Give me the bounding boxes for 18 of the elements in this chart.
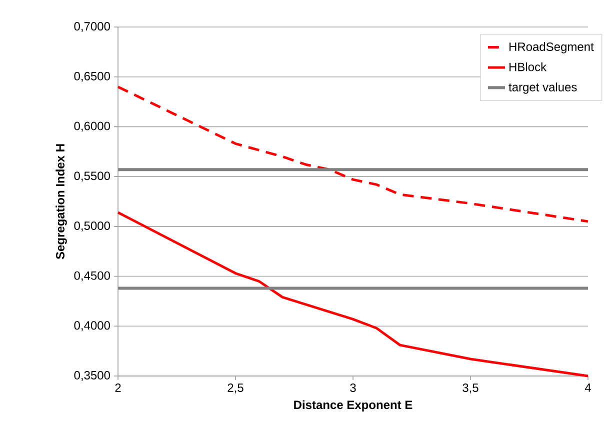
x-axis-title: Distance Exponent E <box>294 400 412 412</box>
x-tick-label: 2,5 <box>228 384 244 394</box>
x-tick-label: 4 <box>584 384 591 392</box>
y-axis-title: Segregation Index H <box>56 144 67 260</box>
y-tick-label: 0,6000 <box>74 122 110 132</box>
y-tick-label: 0,5500 <box>74 172 110 182</box>
legend-label: HBlock <box>510 62 547 72</box>
y-tick-label: 0,6500 <box>74 72 110 82</box>
y-tick-label: 0,7000 <box>74 22 110 32</box>
legend-label: target values <box>508 82 577 94</box>
y-tick-label: 0,5000 <box>74 221 110 232</box>
x-tick-label: 3,5 <box>462 384 478 394</box>
x-tick-label: 3 <box>350 384 356 392</box>
y-tick-label: 0,3500 <box>74 371 110 381</box>
legend-label: HRoadSegment <box>510 42 594 54</box>
y-tick-label: 0,4500 <box>74 271 110 282</box>
y-tick-label: 0,4000 <box>74 321 110 332</box>
x-tick-label: 2 <box>115 384 121 392</box>
